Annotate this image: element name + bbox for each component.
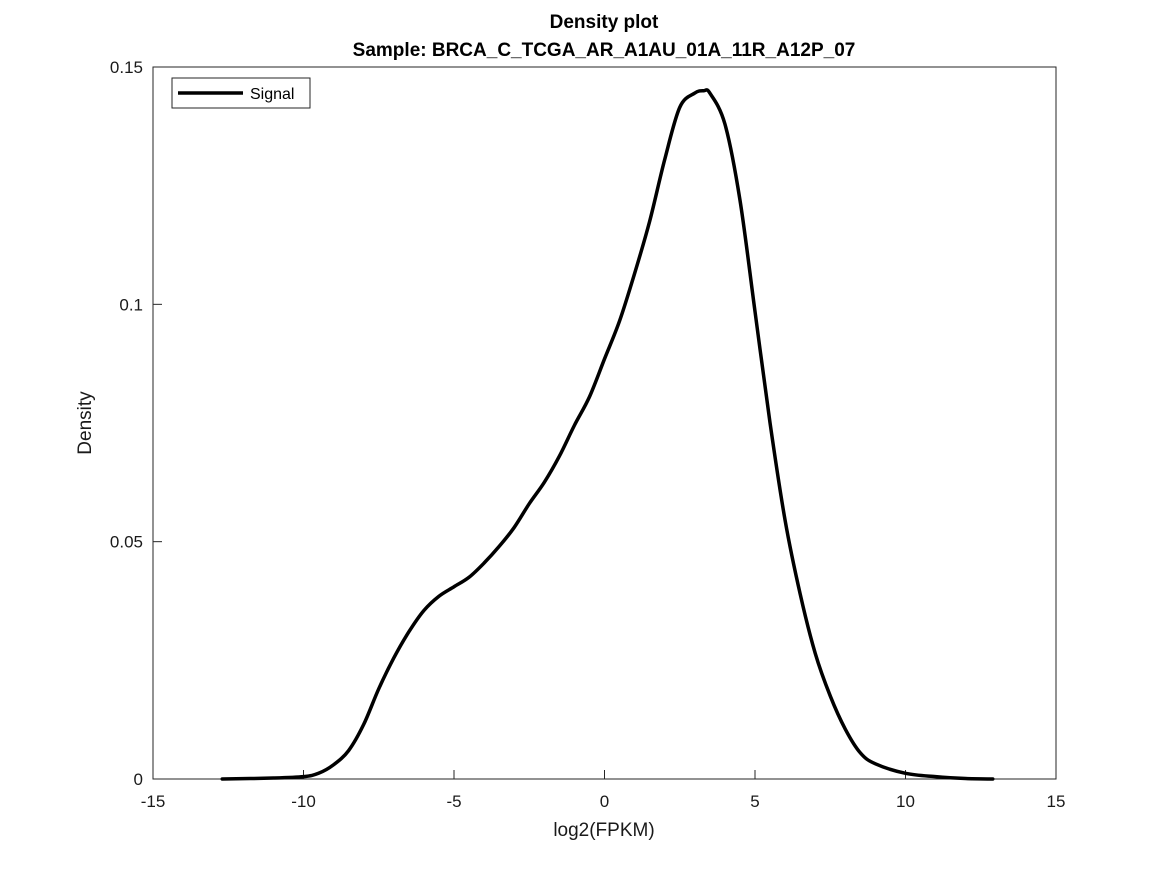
y-tick-label: 0.1 [119, 295, 143, 314]
y-tick-label: 0.05 [110, 533, 143, 552]
x-tick-label: 0 [600, 792, 609, 811]
x-tick-label: -10 [291, 792, 316, 811]
x-tick-label: 15 [1047, 792, 1066, 811]
x-tick-label: 5 [750, 792, 759, 811]
series-layer [220, 88, 995, 781]
y-axis: 0 0.05 0.1 0.15 [110, 58, 162, 789]
y-axis-label: Density [75, 391, 96, 455]
y-tick-label: 0.15 [110, 58, 143, 77]
x-tick-label: -15 [141, 792, 166, 811]
x-tick-label: 10 [896, 792, 915, 811]
legend-entry-signal: Signal [250, 86, 294, 103]
x-axis-label: log2(FPKM) [553, 820, 654, 841]
chart-title: Density plot [550, 12, 659, 33]
y-tick-label: 0 [134, 770, 143, 789]
x-tick-label: -5 [446, 792, 461, 811]
series-line-signal [220, 88, 995, 781]
legend: Signal [171, 77, 311, 109]
chart-subtitle: Sample: BRCA_C_TCGA_AR_A1AU_01A_11R_A12P… [353, 40, 856, 61]
plot-area-frame [152, 66, 1057, 780]
